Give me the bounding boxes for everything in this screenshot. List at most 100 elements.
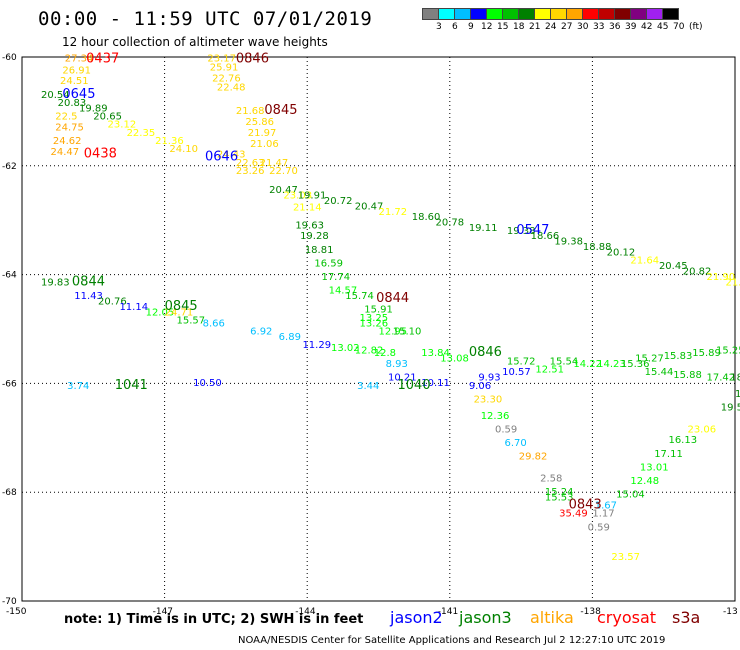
wave-height-point: 15.57 xyxy=(176,316,205,327)
scale-label: 18 xyxy=(513,22,525,32)
scale-label: 39 xyxy=(625,22,637,32)
wave-height-point: 20.47 xyxy=(355,201,384,212)
wave-height-point: 12.05 xyxy=(146,307,175,318)
wave-height-point: 1.17 xyxy=(592,509,614,520)
wave-height-point: 20.83 xyxy=(58,98,87,109)
wave-height-point: 15.44 xyxy=(645,367,674,378)
scale-label: 45 xyxy=(657,22,669,32)
data-points: 27.3426.9124.5120.5420.8319.8920.6522.52… xyxy=(41,53,740,563)
x-tick-label: -147 xyxy=(153,607,173,617)
wave-height-point: 20.76 xyxy=(98,297,127,308)
y-tick-label: -66 xyxy=(2,379,17,389)
wave-height-point: 22.70 xyxy=(269,166,298,177)
wave-height-point: 23.57 xyxy=(611,552,640,563)
wave-height-point: 20.78 xyxy=(436,218,465,229)
wave-height-point: 21.72 xyxy=(379,207,408,218)
scale-label: 24 xyxy=(545,22,557,32)
wave-height-point: 19.28 xyxy=(300,231,329,242)
wave-height-point: 12.95 xyxy=(379,326,408,337)
wave-height-point: 20.82 xyxy=(683,267,712,278)
wave-height-point: 19.63 xyxy=(295,220,324,231)
wave-height-point: 19.38 xyxy=(554,237,583,248)
wave-height-point: 1.67 xyxy=(595,501,617,512)
wave-height-point: 12.51 xyxy=(535,365,564,376)
wave-height-point: 21.36 xyxy=(155,136,184,147)
x-tick-label: -144 xyxy=(295,607,316,617)
time-labels: 0437 0846 0645 0845 0438 0646 0844 0845 0844 0547… xyxy=(62,51,601,512)
scale-label: 6 xyxy=(452,22,458,32)
wave-height-point: 24.10 xyxy=(169,144,198,155)
wave-height-point: 19.89 xyxy=(79,103,108,114)
wave-height-point: 24.43 xyxy=(217,150,246,161)
wave-height-point: 21.97 xyxy=(248,128,277,139)
wave-height-point: 13.25 xyxy=(359,313,388,324)
wave-height-point: 16.59 xyxy=(314,258,343,269)
wave-height-point: 13.08 xyxy=(440,354,469,365)
wave-height-point: 25.86 xyxy=(245,117,274,128)
wave-height-point: 15.24 xyxy=(545,487,574,498)
scale-label: 12 xyxy=(481,22,493,32)
wave-height-point: 17.11 xyxy=(654,449,683,460)
y-tick-label: -60 xyxy=(2,53,17,63)
wave-height-point: 24.75 xyxy=(55,122,84,133)
wave-height-point: 6.70 xyxy=(504,438,526,449)
wave-height-point: 21.90 xyxy=(706,272,735,283)
wave-height-point: 21.16 xyxy=(725,277,740,288)
wave-height-point: 24.71 xyxy=(165,307,194,318)
wave-height-point: 21.47 xyxy=(260,158,289,169)
wave-height-point: 17.42 xyxy=(706,373,735,384)
y-tick-label: -64 xyxy=(2,271,17,281)
wave-height-point: 18.88 xyxy=(583,242,612,253)
wave-height-point: 18.60 xyxy=(412,212,441,223)
wave-height-point: 18.81 xyxy=(305,245,334,256)
scale-label: 9 xyxy=(468,22,474,32)
pass-time-label: 1040 xyxy=(398,378,431,393)
wave-height-point: 17.74 xyxy=(321,272,350,283)
wave-height-point: 22.5 xyxy=(55,112,77,123)
pass-time-label: 0845 xyxy=(264,103,297,118)
wave-height-point: 11.29 xyxy=(302,340,331,351)
wave-height-point: 21.14 xyxy=(293,202,322,213)
wave-height-point: 19.52 xyxy=(721,403,740,414)
wave-height-point: 11.43 xyxy=(74,291,103,302)
wave-height-point: 14.23 xyxy=(597,359,626,370)
scale-label: 33 xyxy=(593,22,605,32)
wave-height-point: 12.8 xyxy=(374,348,396,359)
wave-height-point: 22.63 xyxy=(236,158,265,169)
wave-height-point: 24.62 xyxy=(53,136,82,147)
wave-height-point: 13.01 xyxy=(640,462,669,473)
pass-time-label: 0845 xyxy=(165,299,198,314)
wave-height-point: 23.30 xyxy=(474,394,503,405)
wave-height-point: 15.91 xyxy=(364,305,393,316)
x-tick-label: -13 xyxy=(723,607,738,617)
wave-height-point: 6.89 xyxy=(279,332,301,343)
wave-height-point: 27.34 xyxy=(65,53,94,64)
wave-height-point: 22.48 xyxy=(217,83,246,94)
wave-height-point: 13.02 xyxy=(331,343,360,354)
y-tick-label: -68 xyxy=(2,488,17,498)
wave-height-point: 22.35 xyxy=(127,128,156,139)
wave-height-point: 24.51 xyxy=(60,76,89,87)
wave-height-point: 19.38 xyxy=(507,226,536,237)
credit-text: NOAA/NESDIS Center for Satellite Applica… xyxy=(238,635,666,646)
pass-time-label: 0547 xyxy=(516,223,549,238)
note-text: note: 1) Time is in UTC; 2) SWH is in fe… xyxy=(64,612,364,627)
gridlines xyxy=(22,57,735,601)
wave-height-point: 20.54 xyxy=(41,90,70,101)
wave-height-point: 35.49 xyxy=(559,509,588,520)
wave-height-point: 21.06 xyxy=(250,139,279,150)
wave-height-point: 20.47 xyxy=(269,185,298,196)
pass-time-label: 0844 xyxy=(376,291,409,306)
wave-height-point: 15.36 xyxy=(621,359,650,370)
wave-height-point: 15.72 xyxy=(507,356,536,367)
wave-height-point: 25.91 xyxy=(210,63,239,74)
pass-time-label: 1041 xyxy=(115,378,148,393)
plot-frame xyxy=(21,56,736,602)
wave-height-point: 11.14 xyxy=(119,302,148,313)
wave-height-point: 15.88 xyxy=(673,370,702,381)
wave-height-point: 12.48 xyxy=(630,476,659,487)
chart-subtitle: 12 hour collection of altimeter wave hei… xyxy=(62,35,328,49)
wave-height-point: 18.53 xyxy=(735,389,740,400)
pass-time-label: 0646 xyxy=(205,149,238,164)
